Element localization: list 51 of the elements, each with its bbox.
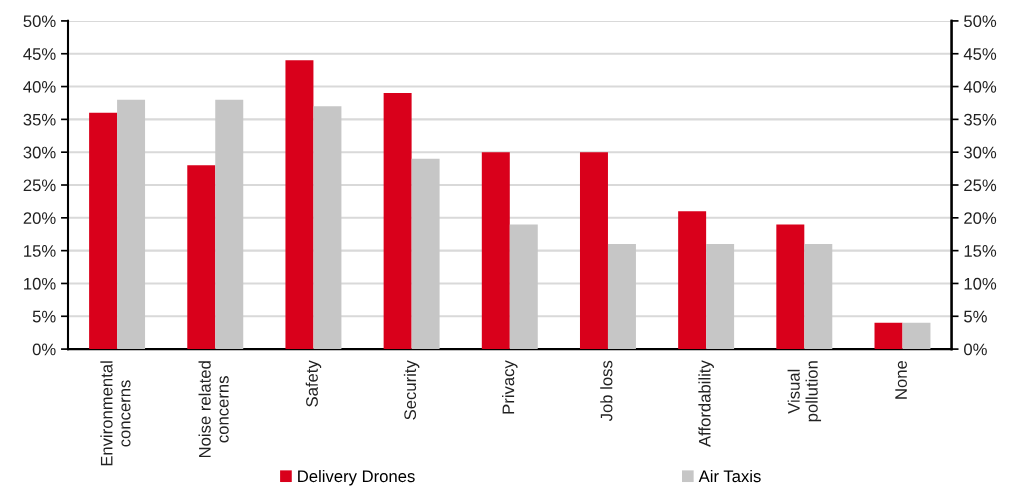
bar <box>579 152 608 350</box>
y-tick-label: 45% <box>23 48 56 60</box>
bar <box>285 60 314 350</box>
y-tick-label: 35% <box>23 113 56 126</box>
bar <box>215 99 244 350</box>
y2-tick-label: 10% <box>964 277 997 290</box>
y2-tick-label: 45% <box>963 48 997 60</box>
y-tick-label: 10% <box>24 277 56 290</box>
bar <box>313 106 342 350</box>
y2-tick-label: 20% <box>964 212 997 225</box>
y2-tick-label: 50% <box>964 15 997 28</box>
bar <box>776 224 805 350</box>
y-tick-label: 30% <box>23 146 56 159</box>
bar <box>874 322 903 350</box>
bar <box>89 112 118 350</box>
bar <box>902 322 931 350</box>
x-tick-label: None <box>895 360 907 399</box>
legend-label: Air Taxis <box>698 469 761 483</box>
y2-tick-label: 5% <box>964 310 987 323</box>
x-tick-label: Noise related concerns <box>198 361 229 458</box>
bar <box>804 244 833 350</box>
x-tick-label: Safety <box>305 360 322 407</box>
bar <box>509 224 538 350</box>
bar <box>678 211 707 350</box>
legend-label: Delivery Drones <box>298 469 415 486</box>
x-tick-label: Environmental concerns <box>100 361 131 466</box>
y-tick-label: 50% <box>23 15 56 28</box>
x-tick-label: Security <box>403 360 420 420</box>
x-tick-label: Visual pollution <box>787 361 822 422</box>
bar <box>187 165 216 350</box>
y2-tick-label: 30% <box>964 146 997 159</box>
x-tick-label: Privacy <box>502 360 518 414</box>
y-tick-label: 40% <box>23 80 56 93</box>
y-tick-label: 15% <box>24 245 56 257</box>
y2-tick-label: 25% <box>964 179 997 192</box>
y-tick-label: 5% <box>32 310 56 323</box>
bar <box>706 244 735 350</box>
x-tick-label: Job loss <box>600 360 613 422</box>
y2-tick-label: 35% <box>964 113 997 126</box>
bar <box>411 158 440 350</box>
y2-tick-label: 40% <box>963 80 997 93</box>
y-tick-label: 25% <box>23 179 56 192</box>
y2-tick-label: 0% <box>964 343 987 356</box>
y-tick-label: 0% <box>32 343 56 356</box>
bar <box>117 99 146 350</box>
y-tick-label: 20% <box>23 212 56 225</box>
bar <box>607 244 636 350</box>
bar <box>383 93 412 350</box>
x-tick-label: Affordability <box>698 360 714 447</box>
y2-tick-label: 15% <box>964 245 997 257</box>
bar <box>481 152 510 350</box>
